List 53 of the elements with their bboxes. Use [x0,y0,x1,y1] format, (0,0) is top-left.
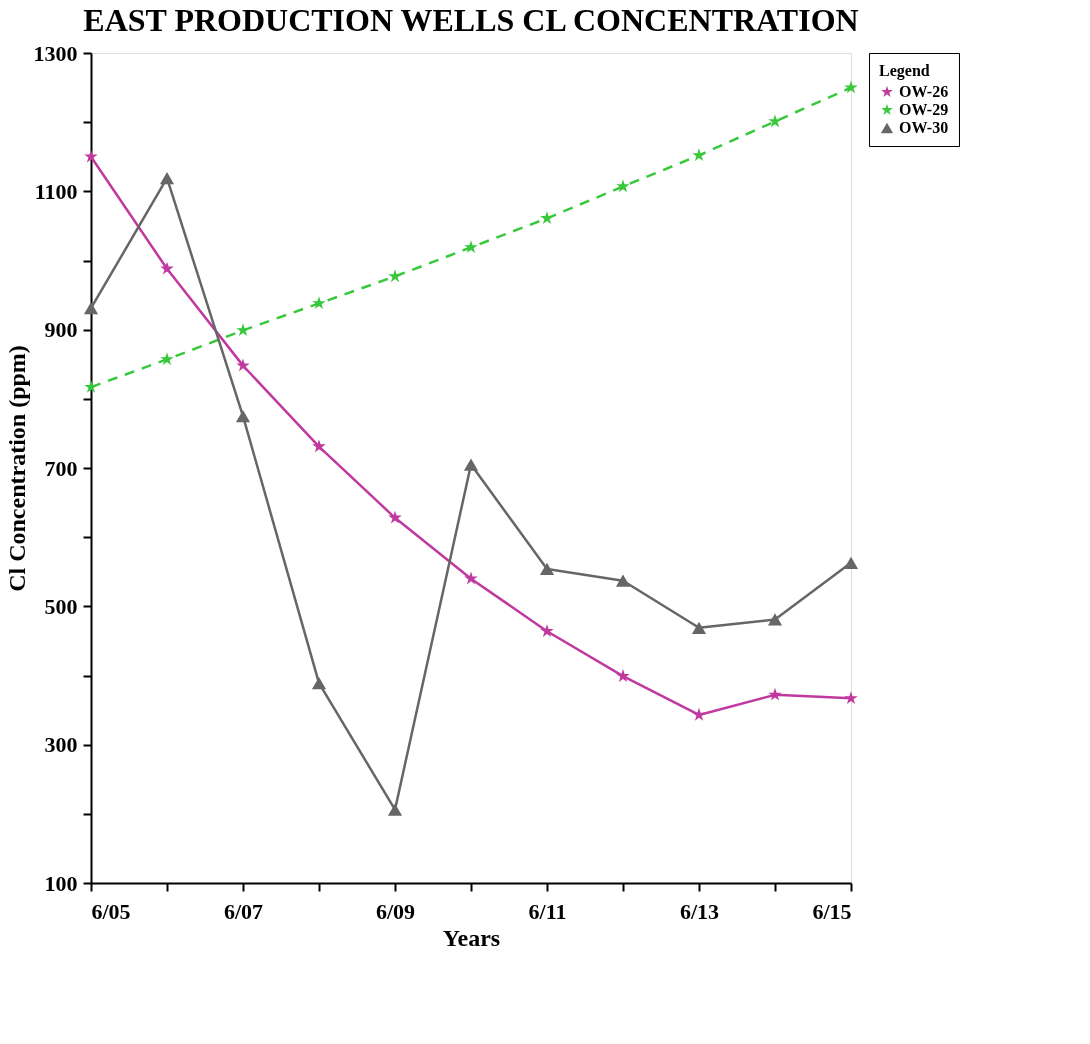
x-tick-label: 6/05 [91,898,131,924]
point [616,179,630,193]
point [84,149,98,163]
point [160,261,174,275]
point [311,676,327,690]
point [312,296,326,310]
y-axis-title: Cl Concentration (ppm) [3,345,30,592]
y-tick-label: 300 [44,732,78,758]
point [160,352,174,366]
x-tick-label: 6/09 [375,898,416,924]
point [236,358,250,372]
point [692,148,706,162]
point [159,172,175,185]
point [540,624,554,637]
y-tick-label: 1100 [34,178,78,204]
legend-label: OW-30 [899,119,949,136]
point [691,621,707,634]
point [768,114,782,128]
point [539,562,555,576]
point [84,380,98,393]
point [387,803,403,816]
point [843,556,859,569]
y-tick-label: 500 [44,593,78,619]
x-tick-label: 6/15 [812,898,852,924]
point [388,510,402,524]
legend-title: Legend [879,62,930,80]
y-tick-label: 1300 [33,40,78,66]
x-axis-title: Years [442,924,501,951]
point [464,240,478,254]
point [463,458,479,471]
point [616,669,630,682]
x-tick-label: 6/13 [679,898,720,924]
point [844,691,858,705]
point [768,687,782,701]
legend-label: OW-26 [899,83,949,100]
point [692,707,706,721]
y-tick-label: 700 [44,455,78,481]
point [312,439,326,453]
point [236,323,250,337]
chart-title: EAST PRODUCTION WELLS CL CONCENTRATION [83,2,859,38]
point [464,571,478,585]
point [767,613,783,626]
point [615,574,631,587]
point [844,80,858,94]
y-tick-label: 100 [44,870,78,896]
point [540,211,554,225]
legend-label: OW-29 [899,101,949,118]
point [83,302,99,315]
point [388,269,402,283]
point [235,410,251,423]
x-tick-label: 6/07 [223,898,264,924]
y-tick-label: 900 [44,317,78,343]
x-tick-label: 6/11 [528,898,567,924]
